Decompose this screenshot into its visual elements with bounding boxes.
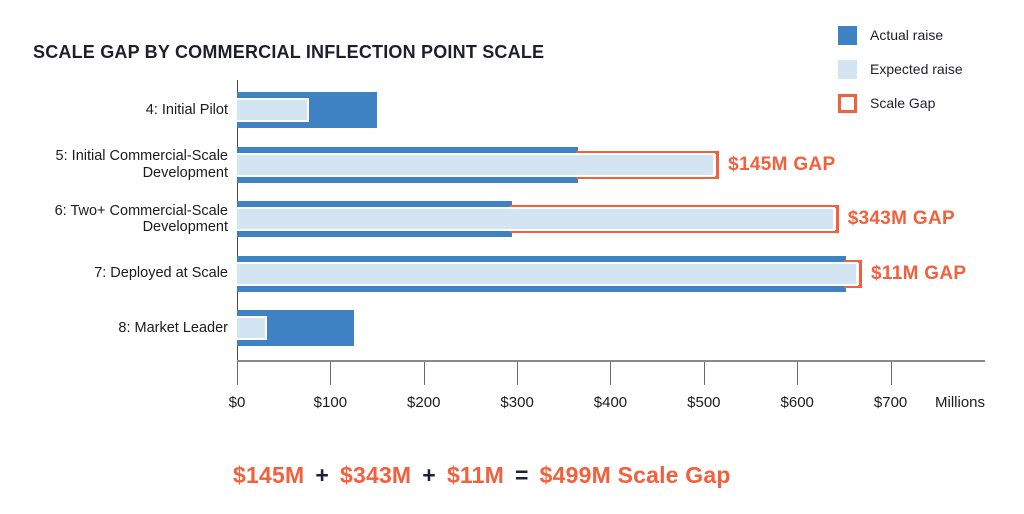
category-label: 7: Deployed at Scale <box>94 265 228 282</box>
x-axis-unit-label: Millions <box>934 394 986 411</box>
equation-value: $343M <box>339 462 412 488</box>
x-tick <box>610 362 612 385</box>
legend-item-actual-raise: Actual raise <box>838 25 963 45</box>
category-label: 6: Two+ Commercial-Scale Development <box>54 202 228 235</box>
x-tick-label: $300 <box>500 394 534 411</box>
expected-raise-bar <box>235 261 859 286</box>
equation-operator: = <box>515 462 529 488</box>
x-tick <box>517 362 519 385</box>
category-label: 8: Market Leader <box>118 319 228 336</box>
x-tick-label: $100 <box>313 394 348 411</box>
x-tick-label: $600 <box>780 394 814 411</box>
x-tick <box>890 362 892 385</box>
expected-raise-bar <box>235 207 835 231</box>
category-label: 5: Initial Commercial-Scale Development <box>55 148 228 181</box>
x-tick-label: $200 <box>407 394 441 411</box>
bar-row <box>235 255 985 292</box>
expected-raise-bar <box>235 316 267 340</box>
expected-raise-swatch-icon <box>838 59 857 79</box>
legend-item-scale-gap: Scale Gap <box>838 93 963 113</box>
expected-raise-bar <box>235 98 310 122</box>
equation-operator: + <box>315 462 329 488</box>
x-tick <box>237 362 238 385</box>
x-tick-label: $400 <box>593 394 628 411</box>
equation-value: $145M <box>233 462 305 488</box>
equation-value: $11M <box>446 462 505 488</box>
x-tick-label: $700 <box>873 394 908 411</box>
legend-item-expected-raise: Expected raise <box>838 59 963 79</box>
x-tick <box>703 362 705 385</box>
scale-gap-equation: $145M + $343M + $11M = $499M Scale Gap <box>233 462 731 489</box>
x-axis-line <box>237 360 985 362</box>
legend-label: Actual raise <box>870 27 944 43</box>
x-tick <box>330 362 332 385</box>
category-label: 4: Initial Pilot <box>145 101 228 118</box>
bar-row <box>235 310 985 346</box>
gap-annotation: $343M GAP <box>847 208 955 229</box>
gap-annotation: $11M GAP <box>871 262 967 284</box>
bar-row <box>235 201 985 237</box>
gap-annotation: $145M GAP <box>728 153 836 175</box>
equation-value: $499M Scale Gap <box>539 462 731 488</box>
x-tick <box>797 362 799 385</box>
x-tick-label: $500 <box>687 394 721 411</box>
legend: Actual raise Expected raise Scale Gap <box>838 25 963 113</box>
legend-label: Expected raise <box>870 61 963 77</box>
chart-title: SCALE GAP BY COMMERCIAL INFLECTION POINT… <box>33 42 545 62</box>
legend-label: Scale Gap <box>870 95 936 111</box>
equation-operator: + <box>422 462 436 488</box>
actual-raise-swatch-icon <box>838 25 857 45</box>
scale-gap-outline-swatch-icon <box>838 93 857 113</box>
expected-raise-bar <box>235 152 716 177</box>
bar-row <box>235 92 985 128</box>
x-tick <box>423 362 425 385</box>
bar-row <box>235 146 985 183</box>
x-tick-label: $0 <box>228 394 246 411</box>
